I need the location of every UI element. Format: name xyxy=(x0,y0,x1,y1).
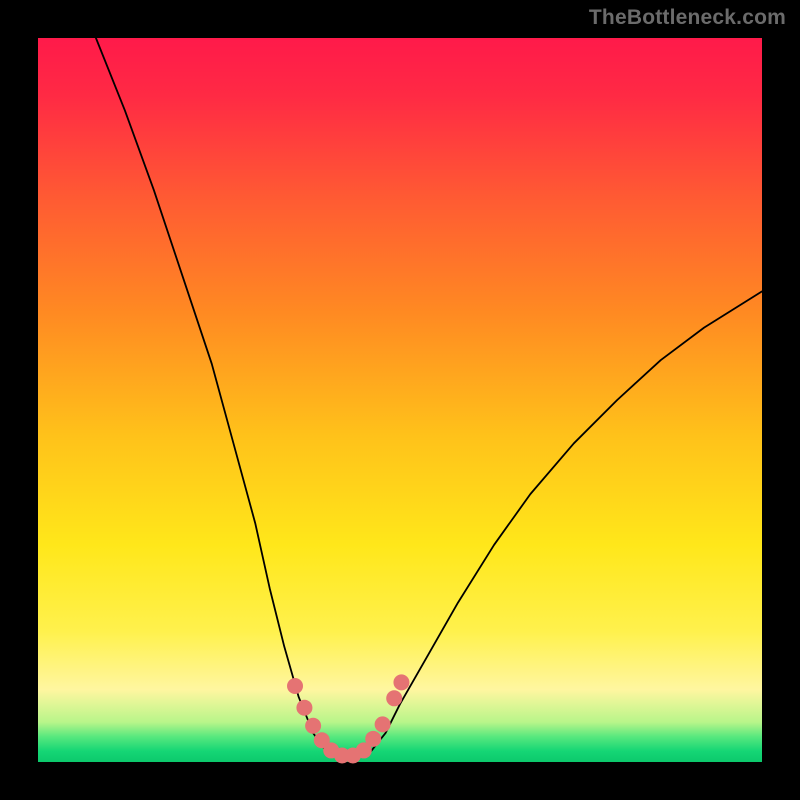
watermark-text: TheBottleneck.com xyxy=(589,6,786,30)
curve-marker xyxy=(365,731,381,747)
plot-area xyxy=(38,38,762,762)
curve-marker xyxy=(287,678,303,694)
stage: TheBottleneck.com xyxy=(0,0,800,800)
curve-marker xyxy=(386,690,402,706)
curve-marker xyxy=(393,674,409,690)
chart-svg xyxy=(0,0,800,800)
curve-marker xyxy=(305,718,321,734)
curve-marker xyxy=(375,716,391,732)
curve-marker xyxy=(296,700,312,716)
